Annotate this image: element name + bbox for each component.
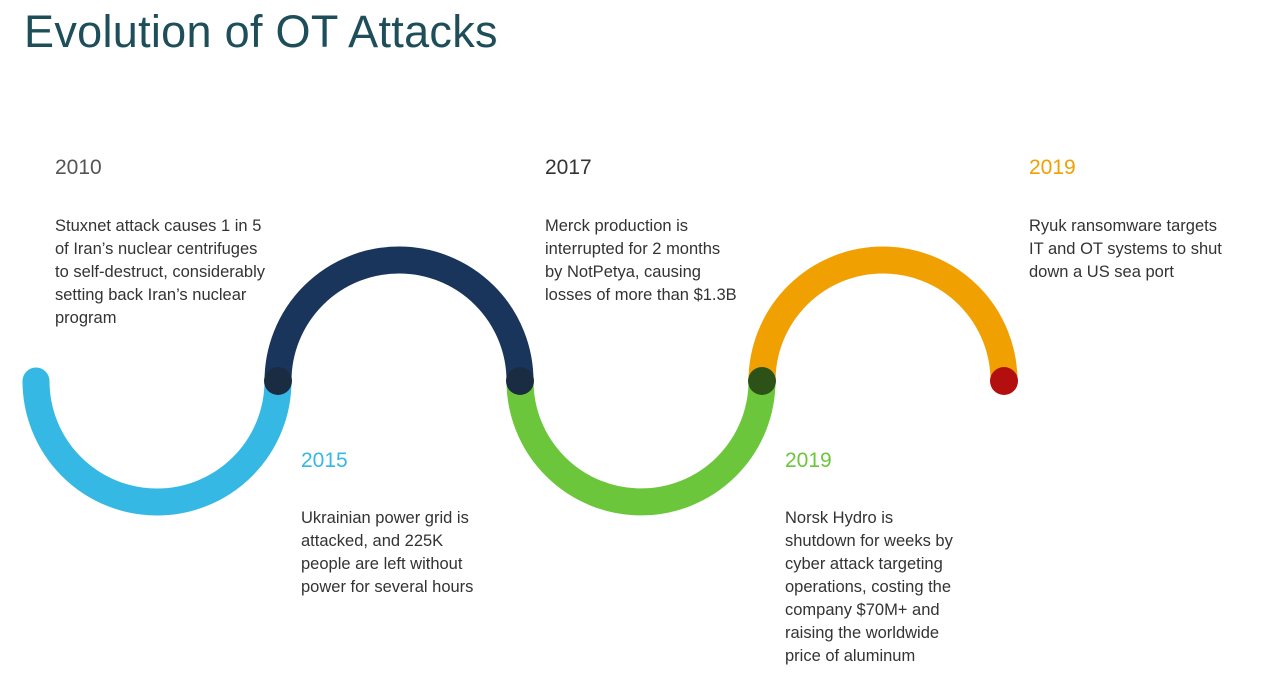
event-description-2019-ryuk: Ryuk ransomware targets IT and OT system… <box>1029 217 1222 281</box>
event-year-2017: 2017 <box>545 156 592 179</box>
timeline-end-dot <box>990 367 1018 395</box>
event-year-2019-norsk: 2019 <box>785 449 832 472</box>
event-year-2019-ryuk: 2019 <box>1029 156 1076 179</box>
timeline-segment-2019 <box>748 246 1018 382</box>
timeline-start-cap <box>22 367 50 395</box>
timeline-segment-2017 <box>506 380 776 516</box>
event-year-2010: 2010 <box>55 156 102 179</box>
event-description-2019-norsk: Norsk Hydro is shutdown for weeks by cyb… <box>785 509 953 665</box>
timeline-segment-2015 <box>264 246 534 382</box>
event-description-2010: Stuxnet attack causes 1 in 5 of Iran’s n… <box>55 217 266 327</box>
timeline-segment-2010 <box>22 380 292 516</box>
junction-dot-2019 <box>748 367 776 395</box>
event-description-2015: Ukrainian power grid is attacked, and 22… <box>301 509 474 596</box>
junction-dot-2017 <box>506 367 534 395</box>
junction-dot-2015 <box>264 367 292 395</box>
event-description-2017: Merck production is interrupted for 2 mo… <box>545 217 737 304</box>
slide-title: Evolution of OT Attacks <box>24 6 498 57</box>
event-year-2015: 2015 <box>301 449 348 472</box>
